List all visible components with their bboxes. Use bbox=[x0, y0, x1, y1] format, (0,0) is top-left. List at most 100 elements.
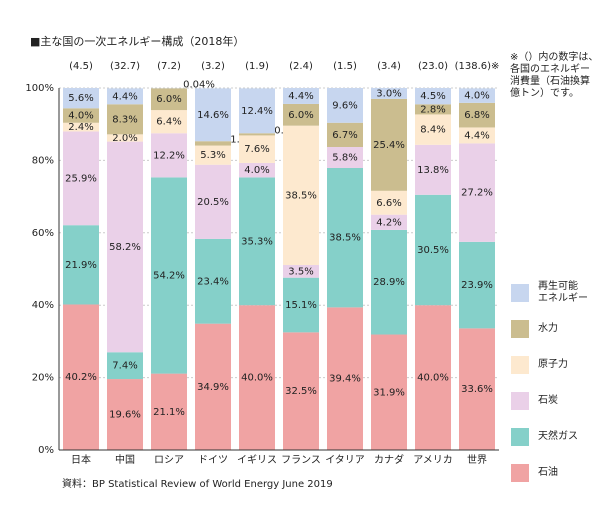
value-label: 4.0% bbox=[68, 111, 93, 122]
legend-swatch bbox=[511, 356, 529, 374]
value-label: 12.2% bbox=[153, 150, 185, 161]
bar-segment bbox=[107, 88, 143, 105]
value-label: 35.3% bbox=[241, 236, 273, 247]
total-label: (138.6)※ bbox=[455, 61, 500, 72]
bar-segment bbox=[283, 103, 319, 126]
value-label: 5.3% bbox=[200, 150, 225, 161]
value-label: 4.5% bbox=[420, 91, 445, 102]
total-label: (1.5) bbox=[333, 61, 357, 72]
bar-segment bbox=[107, 141, 143, 353]
bar-segment bbox=[327, 307, 363, 450]
value-label: 31.9% bbox=[373, 387, 405, 398]
bar-segment bbox=[459, 127, 495, 144]
legend-label: 天然ガス bbox=[538, 431, 578, 442]
total-label: (1.9) bbox=[245, 61, 269, 72]
y-tick-label: 100% bbox=[25, 83, 54, 94]
x-tick-label: フランス bbox=[281, 454, 321, 466]
value-label: 4.2% bbox=[376, 217, 401, 228]
note: ※（）内の数字は、 各国のエネルギー 消費量（石油換算 億トン）です。 bbox=[510, 52, 599, 99]
value-label: 3.5% bbox=[288, 266, 313, 277]
bar-segment bbox=[283, 125, 319, 266]
bar-segment bbox=[371, 214, 407, 230]
bar-segment bbox=[459, 143, 495, 242]
legend-label: 水力 bbox=[538, 323, 558, 334]
value-label: 2.8% bbox=[420, 104, 445, 115]
value-label: 6.8% bbox=[464, 110, 489, 121]
bar-segment bbox=[459, 88, 495, 103]
bar-segment bbox=[415, 194, 451, 306]
value-label: 54.2% bbox=[153, 271, 185, 282]
legend-swatch bbox=[511, 320, 529, 338]
x-tick-label: 中国 bbox=[115, 453, 135, 466]
value-label: 32.5% bbox=[285, 386, 317, 397]
bar-segment bbox=[239, 135, 275, 163]
source: 資料：BP Statistical Review of World Energy… bbox=[62, 477, 333, 490]
x-tick-label: 世界 bbox=[467, 454, 487, 466]
bar-segment bbox=[415, 144, 451, 195]
y-tick-label: 40% bbox=[32, 300, 54, 311]
total-label: (4.5) bbox=[69, 61, 93, 72]
bar-segment bbox=[283, 265, 319, 278]
value-label: 2.0% bbox=[112, 133, 137, 144]
bar-segment bbox=[63, 225, 99, 305]
legend-swatch bbox=[511, 428, 529, 446]
value-label: 38.5% bbox=[285, 190, 317, 201]
value-label: 4.4% bbox=[288, 91, 313, 102]
value-label: 58.2% bbox=[109, 242, 141, 253]
value-label: 40.2% bbox=[65, 372, 97, 383]
bar-segment bbox=[371, 229, 407, 335]
bar-segment bbox=[459, 102, 495, 128]
value-label: 14.6% bbox=[197, 110, 229, 121]
value-label: 34.9% bbox=[197, 382, 229, 393]
bar-segment bbox=[327, 168, 363, 308]
value-label: 13.8% bbox=[417, 165, 449, 176]
value-label: 5.8% bbox=[332, 153, 357, 164]
bar-segment bbox=[151, 177, 187, 374]
x-tick-label: ロシア bbox=[154, 455, 184, 466]
value-label: 2.4% bbox=[68, 122, 93, 133]
y-tick-label: 0% bbox=[38, 445, 54, 456]
bar-segment bbox=[195, 323, 231, 450]
bar-segment bbox=[239, 88, 275, 134]
legend-label: 石炭 bbox=[538, 395, 558, 406]
total-label: (23.0) bbox=[418, 61, 448, 72]
value-label: 40.0% bbox=[241, 373, 273, 384]
value-label: 38.5% bbox=[329, 233, 361, 244]
total-label: (3.4) bbox=[377, 61, 401, 72]
x-tick-label: アメリカ bbox=[413, 454, 453, 466]
value-label: 4.0% bbox=[244, 165, 269, 176]
bar-segment bbox=[371, 98, 407, 191]
value-label: 8.3% bbox=[112, 114, 137, 125]
value-label: 23.9% bbox=[461, 280, 493, 291]
bar-segment bbox=[151, 133, 187, 178]
legend-label: 原子力 bbox=[538, 359, 568, 370]
value-label: 6.4% bbox=[156, 117, 181, 128]
bar-segment bbox=[327, 147, 363, 169]
value-label: 6.0% bbox=[288, 110, 313, 121]
bar-segment bbox=[239, 133, 275, 136]
value-label: 33.6% bbox=[461, 384, 493, 395]
bar-segment bbox=[195, 164, 231, 239]
value-label: 6.7% bbox=[332, 130, 357, 141]
total-label: (7.2) bbox=[157, 61, 181, 72]
bar-segment bbox=[239, 305, 275, 450]
legend-label: 再生可能 エネルギー bbox=[538, 281, 588, 304]
value-label: 25.9% bbox=[65, 173, 97, 184]
value-label: 0.04% bbox=[183, 79, 215, 90]
value-label: 39.4% bbox=[329, 374, 361, 385]
x-tick-label: イギリス bbox=[237, 454, 277, 466]
y-tick-label: 20% bbox=[32, 373, 54, 384]
value-label: 21.1% bbox=[153, 407, 185, 418]
bar-segment bbox=[63, 88, 99, 109]
bar-segment bbox=[195, 88, 231, 142]
bar-segment bbox=[415, 305, 451, 450]
bar-segment bbox=[459, 241, 495, 329]
bar-segment bbox=[371, 190, 407, 215]
bar-segment bbox=[63, 304, 99, 450]
x-tick-label: ドイツ bbox=[198, 455, 228, 466]
bar-segment bbox=[63, 131, 99, 226]
bar-segment bbox=[459, 328, 495, 450]
value-label: 9.6% bbox=[332, 100, 357, 111]
bar-segment bbox=[195, 145, 231, 165]
